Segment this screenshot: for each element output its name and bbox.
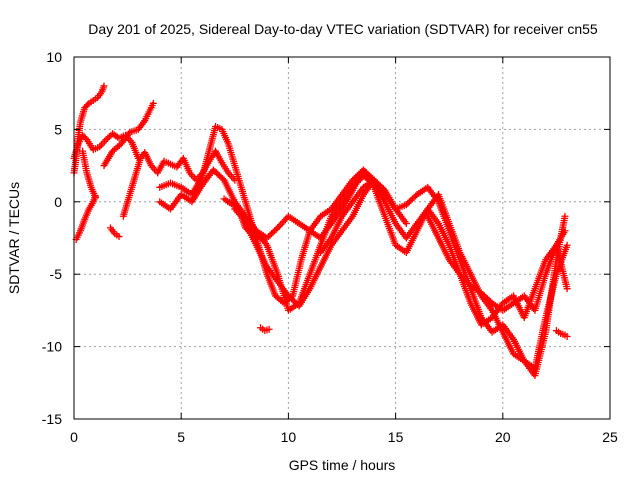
data-point [561, 212, 569, 220]
trace-marker [275, 222, 283, 230]
axis-ticks [73, 56, 611, 420]
x-axis-label: GPS time / hours [289, 457, 396, 473]
trace-marker [281, 216, 289, 224]
y-tick-label: -5 [50, 266, 63, 282]
y-tick-label: 0 [54, 194, 62, 210]
data-point [265, 325, 273, 333]
trace-marker [462, 277, 470, 285]
trace-marker [459, 274, 467, 282]
data-point [563, 285, 571, 293]
chart-title: Day 201 of 2025, Sidereal Day-to-day VTE… [88, 21, 598, 37]
grid [74, 57, 610, 419]
trace-marker [277, 221, 285, 229]
data-point [561, 227, 569, 235]
data-point [149, 99, 157, 107]
data-point [91, 193, 99, 201]
trace-marker [461, 275, 469, 283]
y-tick-label: -15 [42, 411, 62, 427]
x-tick-label: 5 [177, 429, 185, 445]
data-point [456, 270, 464, 278]
x-tick-label: 25 [602, 429, 618, 445]
trace-marker [278, 219, 286, 227]
data-markers [70, 82, 571, 380]
data-point [274, 224, 282, 232]
x-tick-label: 10 [281, 429, 297, 445]
trace-marker [84, 101, 92, 109]
x-tick-label: 15 [388, 429, 404, 445]
y-axis-label: SDTVAR / TECUs [6, 182, 22, 294]
data-point [402, 220, 410, 228]
trace-marker [272, 225, 280, 233]
data-point [100, 82, 108, 90]
y-tick-label: 5 [54, 121, 62, 137]
x-tick-label: 20 [495, 429, 511, 445]
y-tick-label: 10 [46, 49, 62, 65]
x-tick-label: 0 [70, 429, 78, 445]
trace-marker [464, 278, 472, 286]
trace-marker [280, 217, 288, 225]
data-point [259, 235, 267, 243]
data-point [115, 233, 123, 241]
tick-labels: 0 5 10 15 20 25 -15 -10 -5 0 5 10 [42, 49, 618, 445]
y-tick-label: -10 [42, 339, 62, 355]
trace-marker [457, 272, 465, 280]
data-point [563, 332, 571, 340]
data-point [231, 176, 239, 184]
plot-frame [73, 56, 611, 420]
data-point [563, 241, 571, 249]
